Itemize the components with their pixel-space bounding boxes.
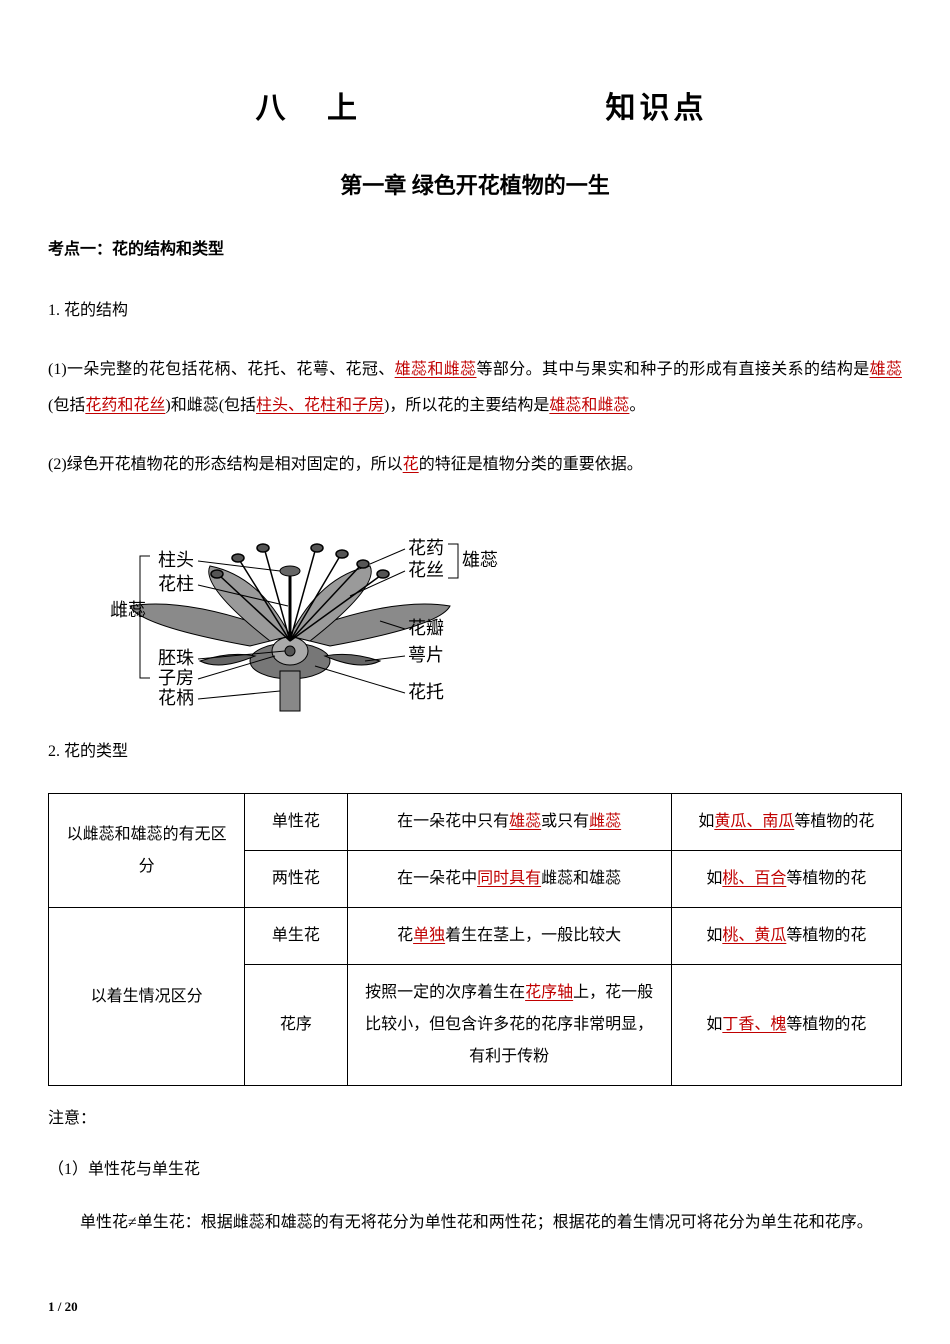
cell: 如桃、百合等植物的花 [671,851,901,908]
p2-b: 等部分。其中与果实和种子的形成有直接关系的结构是 [477,361,870,378]
main-title: 八 上 知识点 [48,80,902,137]
group-cell: 以雌蕊和雄蕊的有无区分 [49,794,245,908]
table-row: 以着生情况区分 单生花 花单独着生在茎上，一般比较大 如桃、黄瓜等植物的花 [49,908,902,965]
cell: 如黄瓜、南瓜等植物的花 [671,794,901,851]
para-4: 2. 花的类型 [48,734,902,769]
p2-d: )和雌蕊(包括 [165,397,256,414]
page-footer: 1 / 20 [48,1295,78,1320]
group-cell: 以着生情况区分 [49,908,245,1086]
title-part1: 八 [243,80,303,137]
p2-f: 。 [629,397,645,414]
section-1-head: 考点一：花的结构和类型 [48,235,902,265]
lbl-peizhu: 胚珠 [158,648,194,668]
title-part3: 知识点 [606,92,708,125]
p2-r2: 雄蕊 [870,361,902,378]
p2-r5: 雄蕊和雌蕊 [549,397,629,414]
lbl-zhutou: 柱头 [158,550,194,570]
cell: 如桃、黄瓜等植物的花 [671,908,901,965]
p2-e: )，所以花的主要结构是 [384,397,549,414]
note-1: （1）单性花与单生花 [48,1155,902,1185]
page-sep: / [55,1299,65,1314]
p2-r1: 雄蕊和雌蕊 [395,361,477,378]
p2-r3: 花药和花丝 [85,397,165,414]
cell: 单性花 [245,794,347,851]
p3-r1: 花 [403,456,419,473]
cell: 如丁香、槐等植物的花 [671,965,901,1086]
flower-diagram: 柱头 花柱 雌蕊 胚珠 子房 花柄 花药 花丝 雄蕊 花瓣 萼片 花托 [80,506,902,716]
cell: 花序 [245,965,347,1086]
lbl-epian: 萼片 [408,645,444,665]
p2-r4: 柱头、花柱和子房 [256,397,384,414]
flower-types-table: 以雌蕊和雄蕊的有无区分 单性花 在一朵花中只有雄蕊或只有雌蕊 如黄瓜、南瓜等植物… [48,793,902,1086]
lbl-xiongrui: 雄蕊 [462,550,498,570]
lbl-huazhu: 花柱 [158,574,194,594]
table-row: 以雌蕊和雄蕊的有无区分 单性花 在一朵花中只有雄蕊或只有雌蕊 如黄瓜、南瓜等植物… [49,794,902,851]
cell: 单生花 [245,908,347,965]
lbl-huaban: 花瓣 [408,618,444,638]
lbl-huabing: 花柄 [158,688,194,708]
note-label: 注意： [48,1104,902,1134]
p2-c: (包括 [48,397,85,414]
cell: 两性花 [245,851,347,908]
p2-a: (1)一朵完整的花包括花柄、花托、花萼、花冠、 [48,361,395,378]
cell: 在一朵花中同时具有雌蕊和雄蕊 [347,851,671,908]
lbl-huayao: 花药 [408,538,444,558]
note-2: 单性花≠单生花：根据雌蕊和雄蕊的有无将花分为单性花和两性花；根据花的着生情况可将… [48,1205,902,1240]
title-part2: 上 [314,80,374,137]
p3-b: 的特征是植物分类的重要依据。 [419,456,643,473]
lbl-zifang: 子房 [158,668,194,688]
lbl-huatuo: 花托 [408,682,444,702]
cell: 在一朵花中只有雄蕊或只有雌蕊 [347,794,671,851]
chapter-title: 第一章 绿色开花植物的一生 [48,165,902,207]
para-3: (2)绿色开花植物花的形态结构是相对固定的，所以花的特征是植物分类的重要依据。 [48,447,902,482]
page-total: 20 [65,1299,78,1314]
para-1: 1. 花的结构 [48,293,902,328]
cell: 花单独着生在茎上，一般比较大 [347,908,671,965]
cell: 按照一定的次序着生在花序轴上，花一般比较小，但包含许多花的花序非常明显，有利于传… [347,965,671,1086]
p3-a: (2)绿色开花植物花的形态结构是相对固定的，所以 [48,456,403,473]
para-2: (1)一朵完整的花包括花柄、花托、花萼、花冠、雄蕊和雌蕊等部分。其中与果实和种子… [48,352,902,422]
lbl-cirui: 雌蕊 [110,600,146,620]
lbl-huasi: 花丝 [408,560,444,580]
